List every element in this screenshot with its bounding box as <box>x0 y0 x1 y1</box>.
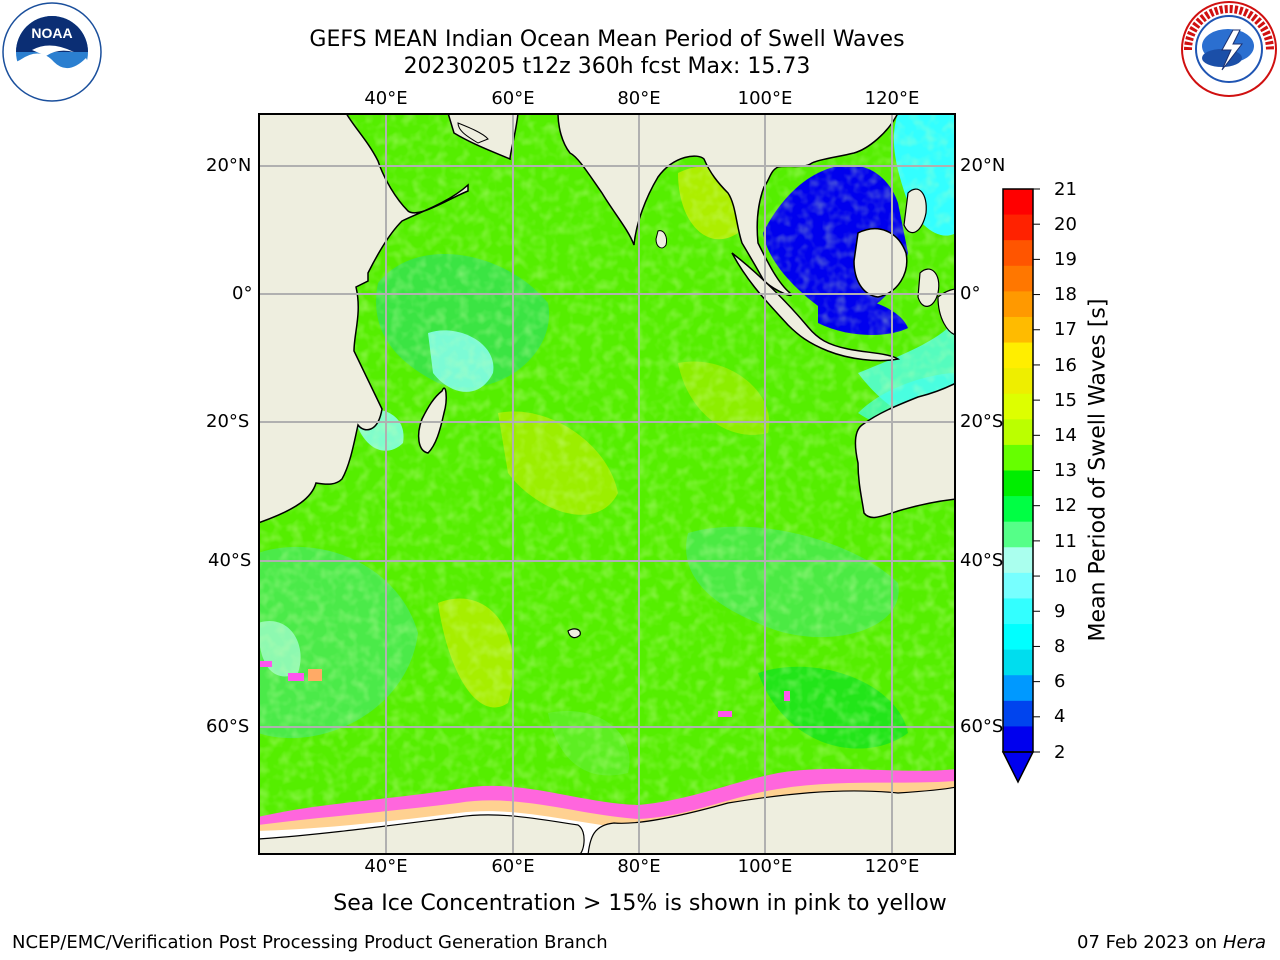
colorbar-tick-label: 16 <box>1054 355 1077 376</box>
lon-label-top: 80°E <box>617 88 661 109</box>
lon-label-bottom: 100°E <box>737 856 793 877</box>
sea-ice-note: Sea Ice Concentration > 15% is shown in … <box>333 891 947 916</box>
footer-date: 07 Feb 2023 on Hera <box>1077 932 1266 953</box>
colorbar-tick-label: 13 <box>1054 460 1077 481</box>
land-sulawesi <box>917 268 940 307</box>
colorbar-tick-label: 6 <box>1054 671 1066 692</box>
colorbar-band <box>1003 342 1033 369</box>
colorbar-tick-label: 2 <box>1054 742 1066 763</box>
colorbar-tick-label: 14 <box>1054 425 1077 446</box>
sea-ice-pink <box>260 768 954 833</box>
chart-title: GEFS MEAN Indian Ocean Mean Period of Sw… <box>309 27 905 52</box>
land-kerguelen <box>567 628 581 639</box>
footer-credit: NCEP/EMC/Verification Post Processing Pr… <box>12 932 608 953</box>
colorbar-band <box>1003 189 1033 216</box>
lat-label-right: 20°S <box>960 411 1004 432</box>
lat-label-left: 0° <box>232 283 253 304</box>
colorbar-tick-label: 15 <box>1054 390 1077 411</box>
land-philippines <box>903 188 927 234</box>
colorbar-tick-label: 8 <box>1054 636 1066 657</box>
land-antarctica <box>260 814 585 853</box>
colorbar-band <box>1003 316 1033 344</box>
colorbar-tick-label: 10 <box>1054 566 1077 587</box>
colorbar-band <box>1003 547 1033 574</box>
lon-label-bottom: 60°E <box>491 856 535 877</box>
nws-logo <box>1181 1 1277 97</box>
land-australia <box>854 383 954 519</box>
land-sri-lanka <box>655 230 667 249</box>
lat-label-left: 20°N <box>206 155 252 176</box>
land-sumatra-java <box>731 252 901 362</box>
chart-subtitle: 20230205 t12z 360h fcst Max: 15.73 <box>403 54 811 79</box>
sea-ice-patch <box>260 661 272 667</box>
sea-ice-patch <box>718 711 732 717</box>
colorbar-band <box>1003 572 1033 600</box>
lon-label-bottom: 120°E <box>864 856 920 877</box>
colorbar-tick-label: 11 <box>1054 531 1077 552</box>
graticule <box>260 115 954 853</box>
land-africa <box>260 115 469 524</box>
lon-label-bottom: 80°E <box>617 856 661 877</box>
colorbar-band <box>1003 470 1033 497</box>
colorbar-band <box>1003 444 1033 472</box>
lat-label-left: 20°S <box>206 411 250 432</box>
colorbar-band <box>1003 726 1033 753</box>
sea-ice-patch <box>784 691 790 701</box>
colorbar-band <box>1003 240 1033 267</box>
colorbar-band <box>1003 291 1033 318</box>
sea-ice-patch <box>308 669 322 681</box>
colorbar-tick-label: 19 <box>1054 249 1077 270</box>
land-arabia-coast <box>457 122 489 144</box>
swell-period-map <box>258 113 956 855</box>
colorbar-band <box>1003 496 1033 523</box>
colorbar-band <box>1003 624 1033 651</box>
colorbar-label: Mean Period of Swell Waves [s] <box>1085 298 1111 642</box>
colorbar-band <box>1003 649 1033 676</box>
lat-label-right: 60°S <box>960 716 1004 737</box>
colorbar-band <box>1003 265 1033 292</box>
colorbar-tick-label: 9 <box>1054 601 1066 622</box>
land-borneo <box>853 228 908 298</box>
lat-label-left: 60°S <box>206 716 250 737</box>
svg-text:NOAA: NOAA <box>31 25 72 41</box>
lon-label-top: 120°E <box>864 88 920 109</box>
colorbar-tick-label: 20 <box>1054 214 1077 235</box>
footer-machine: Hera <box>1222 932 1266 953</box>
colorbar-band <box>1003 521 1033 548</box>
lat-label-left: 40°S <box>208 550 252 571</box>
colorbar-band <box>1003 675 1033 702</box>
colorbar-band <box>1003 393 1033 420</box>
colorbar-tick-label: 12 <box>1054 495 1077 516</box>
lat-label-right: 40°S <box>960 550 1004 571</box>
colorbar-tick-label: 18 <box>1054 284 1077 305</box>
colorbar-extend-arrow <box>1001 751 1035 784</box>
lat-label-right: 0° <box>960 283 981 304</box>
colorbar-band <box>1003 700 1033 728</box>
lon-label-top: 100°E <box>737 88 793 109</box>
colorbar-tick-label: 4 <box>1054 706 1066 727</box>
colorbar-band <box>1003 368 1033 395</box>
land-new-guinea <box>937 288 954 335</box>
map-frame <box>258 113 956 855</box>
colorbar-tick-label: 21 <box>1054 179 1077 200</box>
noaa-logo: NOAA <box>2 2 102 102</box>
footer-date-text: 07 Feb 2023 on <box>1077 932 1218 953</box>
colorbar-tick-label: 17 <box>1054 319 1077 340</box>
colorbar <box>1001 188 1040 784</box>
colorbar-band <box>1003 419 1033 446</box>
land-antarctica <box>587 786 954 853</box>
colorbar-band <box>1003 598 1033 625</box>
sea-ice-patch <box>288 673 304 681</box>
lon-label-top: 60°E <box>491 88 535 109</box>
lon-label-bottom: 40°E <box>364 856 408 877</box>
colorbar-band <box>1003 214 1033 241</box>
land-madagascar <box>417 387 447 454</box>
lat-label-right: 20°N <box>960 155 1006 176</box>
lon-label-top: 40°E <box>364 88 408 109</box>
